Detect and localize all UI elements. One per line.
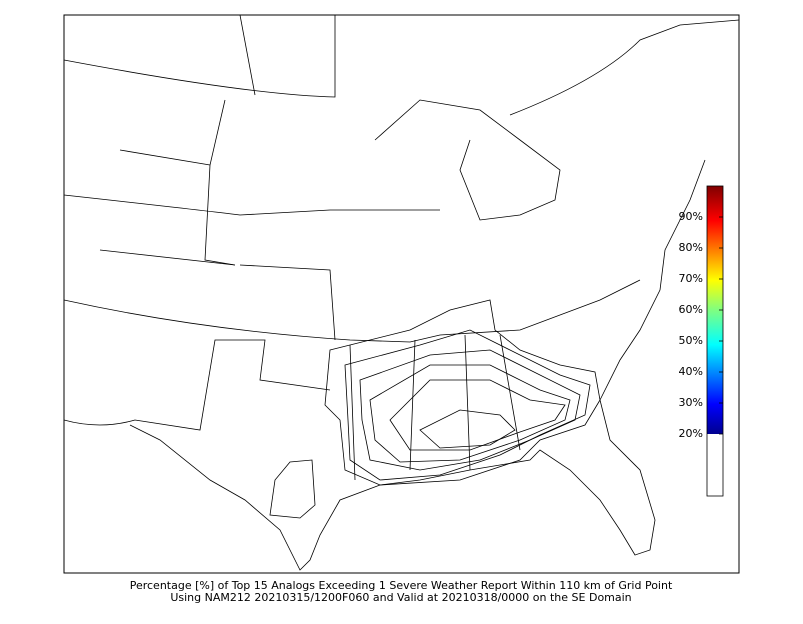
colorbar-tick-label: 60% bbox=[679, 303, 703, 316]
map-frame bbox=[63, 14, 740, 574]
map bbox=[64, 15, 739, 571]
colorbar-tick-label: 20% bbox=[679, 427, 703, 440]
colorbar: 20% 30% 40% 50% 60% 70% 80% 90% bbox=[679, 185, 724, 497]
colorbar-tick-label: 70% bbox=[679, 272, 703, 285]
colorbar-tick-label: 90% bbox=[679, 210, 703, 223]
caption-line: Using NAM212 20210315/1200F060 and Valid… bbox=[170, 591, 631, 604]
caption-line: Percentage [%] of Top 15 Analogs Exceedi… bbox=[130, 579, 673, 592]
colorbar-tick-label: 50% bbox=[679, 334, 703, 347]
colorbar-tick-label: 40% bbox=[679, 365, 703, 378]
colorbar-tick-label: 30% bbox=[679, 396, 703, 409]
probability-field bbox=[269, 299, 601, 519]
colorbar-tick-label: 80% bbox=[679, 241, 703, 254]
